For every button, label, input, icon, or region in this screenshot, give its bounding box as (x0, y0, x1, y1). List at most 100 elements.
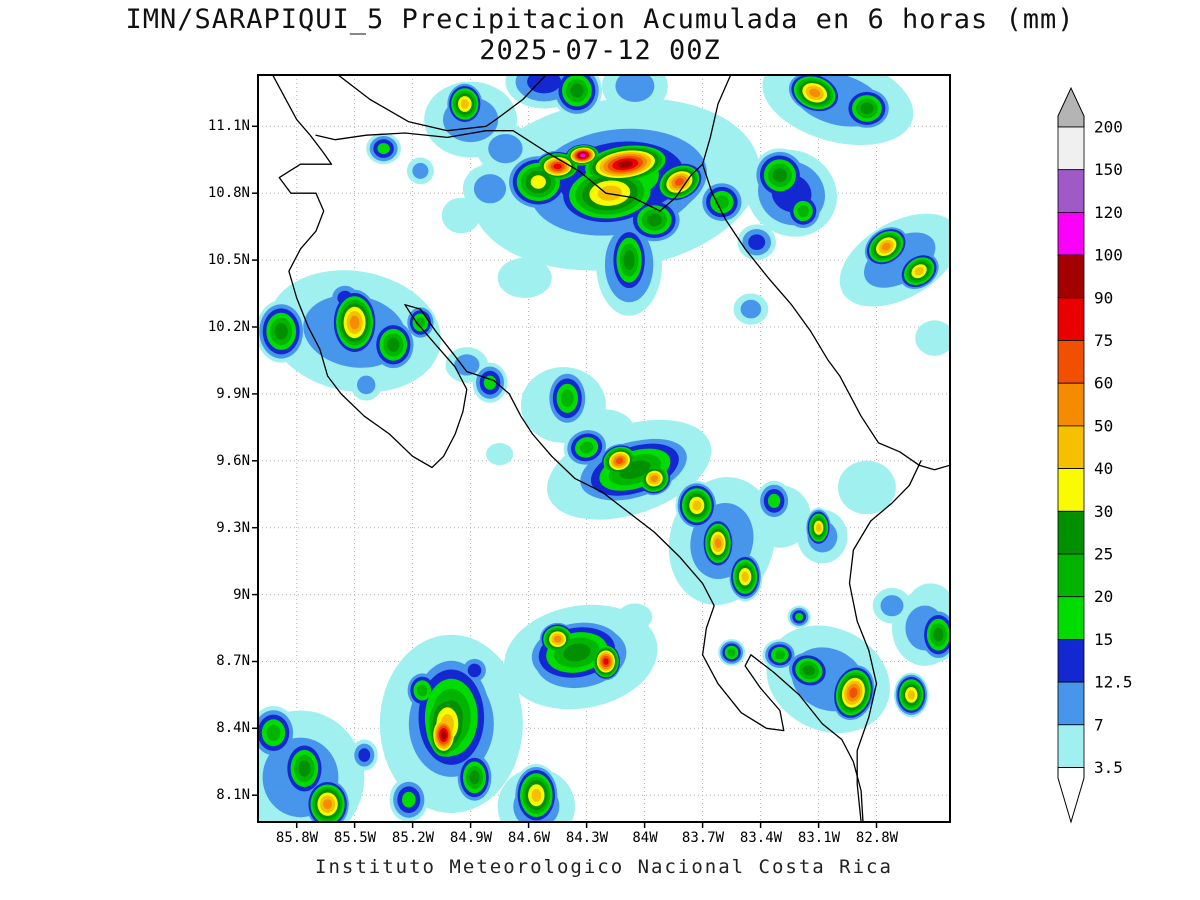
lon-tick-label: 83.7W (681, 830, 725, 846)
colorbar-band (1057, 382, 1085, 427)
precip-contour-band (714, 538, 722, 549)
precip-contour-band (740, 299, 762, 319)
precip-contour-band (417, 684, 428, 697)
plot-frame (257, 74, 951, 823)
colorbar-band (1057, 468, 1085, 512)
precipitation-shading (258, 75, 950, 822)
precip-contour-band (357, 375, 376, 395)
precip-contour-band (483, 375, 497, 390)
colorbar-level-label: 7 (1094, 715, 1104, 734)
precip-contour-band (560, 389, 574, 407)
precip-contour-band (570, 83, 584, 98)
precip-contour-band (349, 315, 360, 330)
precip-contour-band (412, 162, 429, 179)
precip-contour-band (795, 613, 804, 621)
precip-contour-band (617, 603, 653, 631)
lon-tick-label: 85.2W (391, 830, 435, 846)
precip-contour-band (907, 690, 915, 700)
precip-contour-band (530, 175, 546, 189)
precip-contour-band (615, 457, 624, 465)
lat-tick-label: 10.8N (207, 185, 250, 201)
axis-ticks (252, 125, 878, 828)
precip-contour-band (402, 791, 416, 808)
precip-contour-band (377, 143, 390, 155)
colorbar-band (1057, 596, 1085, 640)
colorbar-band (1057, 211, 1085, 256)
panama-border (848, 460, 922, 822)
lon-tick-label: 83.4W (739, 830, 783, 846)
precip-contour-band (274, 323, 288, 340)
precip-contour-band (531, 788, 542, 802)
lat-tick-label: 9.9N (216, 386, 250, 402)
colorbar-level-label: 40 (1094, 459, 1113, 478)
caption: Instituto Meteorologico Nacional Costa R… (315, 856, 893, 878)
precip-contour-band (488, 134, 523, 164)
precip-contour-band (469, 770, 480, 785)
colorbar-band (1057, 553, 1085, 598)
coastline (271, 75, 950, 822)
colorbar-band (1057, 169, 1085, 213)
precip-contour-band (809, 88, 821, 98)
precip-contour-band (674, 178, 685, 186)
precip-contour-band (473, 174, 507, 204)
precip-contour-band (603, 658, 609, 665)
colorbar-band (1057, 425, 1085, 469)
lon-tick-label: 84.9W (449, 830, 493, 846)
pacific-coast (271, 75, 864, 822)
precip-contour-band (772, 168, 787, 183)
precip-contour-band (615, 75, 655, 102)
colorbar-level-label: 25 (1094, 545, 1113, 564)
lon-tick-label: 84W (632, 830, 658, 846)
precip-contour-band (617, 160, 634, 168)
precip-contour-band (563, 643, 591, 662)
colorbar-above-arrow (1057, 86, 1085, 128)
precip-contour-band (650, 475, 658, 483)
precip-contour-band (915, 320, 950, 356)
colorbar-band (1057, 126, 1085, 171)
precip-contour-band (553, 163, 562, 170)
precip-contour-band (881, 242, 891, 251)
precip-contour-band (298, 760, 311, 777)
precip-contour-band (914, 267, 924, 276)
colorbar-level-label: 200 (1094, 118, 1123, 137)
precip-contour-band (553, 635, 562, 643)
colorbar-level-label: 50 (1094, 416, 1113, 435)
precip-contour-band (460, 99, 469, 109)
precip-contour-band (440, 730, 447, 740)
precip-contour-band (797, 205, 809, 217)
colorbar-level-label: 120 (1094, 203, 1123, 222)
precip-contour-band (741, 571, 749, 582)
precip-contour-band (515, 215, 562, 252)
precip-contour-band (837, 460, 896, 515)
lon-tick-label: 84.3W (565, 830, 609, 846)
colorbar-level-label: 20 (1094, 587, 1113, 606)
lat-tick-label: 11.1N (207, 118, 250, 134)
precip-contour-band (860, 102, 874, 115)
precip-contour-band (802, 665, 815, 676)
chart-title-line1: IMN/SARAPIQUI_5 Precipitacion Acumulada … (125, 4, 1075, 35)
precip-contour-band (579, 441, 594, 454)
colorbar-band (1057, 510, 1085, 555)
precip-contour-band (441, 197, 481, 234)
precip-contour-band (646, 213, 662, 227)
lon-tick-label: 84.6W (507, 830, 551, 846)
colorbar-band (1057, 297, 1085, 341)
precip-contour-band (933, 627, 944, 642)
lat-tick-label: 9.6N (216, 453, 250, 469)
colorbar-below-arrow (1057, 767, 1085, 824)
precip-contour-band (727, 648, 736, 657)
nicaragua-border (315, 130, 704, 212)
colorbar-level-label: 12.5 (1094, 673, 1133, 692)
precip-contour-band (748, 234, 766, 250)
precip-contour-band (497, 257, 552, 298)
precip-contour-band (454, 354, 480, 376)
caribbean-coast (701, 75, 950, 471)
lat-tick-label: 9N (233, 587, 250, 603)
lake-nicaragua-shore (337, 75, 547, 132)
precip-contour-band (266, 724, 281, 741)
precip-contour-band (358, 748, 371, 762)
lon-tick-label: 85.5W (333, 830, 377, 846)
colorbar-band (1057, 639, 1085, 683)
precip-contour-band (579, 153, 586, 158)
